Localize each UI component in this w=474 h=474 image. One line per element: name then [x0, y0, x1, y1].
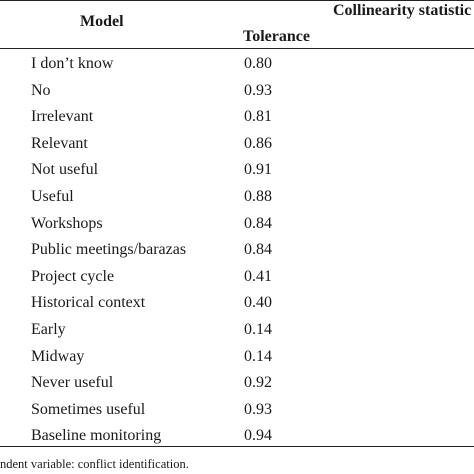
table-footnote: ndent variable: conflict identification.: [0, 457, 189, 471]
column-header-collinearity: Collinearity statistic: [333, 2, 472, 19]
table-row: Sometimes useful 0.93: [0, 398, 474, 425]
table-row: Never useful 0.92: [0, 371, 474, 398]
row-tolerance: 0.91: [244, 161, 272, 179]
row-label: Public meetings/barazas: [31, 241, 187, 259]
row-label: No: [31, 81, 51, 99]
row-label: Historical context: [31, 294, 146, 312]
row-tolerance: 0.92: [244, 374, 272, 392]
table-row: No 0.93: [0, 79, 474, 106]
row-label: Relevant: [31, 134, 88, 152]
row-label: Project cycle: [31, 267, 115, 285]
table-row: Public meetings/barazas 0.84: [0, 238, 474, 265]
row-tolerance: 0.86: [244, 134, 272, 152]
row-tolerance: 0.14: [244, 347, 272, 365]
table-row: Early 0.14: [0, 318, 474, 345]
table-row: Project cycle 0.41: [0, 265, 474, 292]
table-body: I don’t know 0.80 No 0.93 Irrelevant 0.8…: [0, 52, 474, 451]
table-row: I don’t know 0.80: [0, 52, 474, 79]
table-row: Baseline monitoring 0.94: [0, 424, 474, 451]
table-row: Historical context 0.40: [0, 291, 474, 318]
table-row: Useful 0.88: [0, 185, 474, 212]
row-label: Never useful: [31, 374, 114, 392]
row-label: Midway: [31, 347, 85, 365]
row-tolerance: 0.84: [244, 241, 272, 259]
row-label: Baseline monitoring: [31, 427, 162, 445]
row-tolerance: 0.93: [244, 81, 272, 99]
row-tolerance: 0.84: [244, 214, 272, 232]
table-top-rule: [0, 0, 474, 1]
table-row: Irrelevant 0.81: [0, 105, 474, 132]
row-tolerance: 0.80: [244, 55, 272, 72]
row-tolerance: 0.94: [244, 427, 272, 445]
row-label: Not useful: [31, 161, 99, 179]
row-tolerance: 0.93: [244, 400, 272, 418]
row-tolerance: 0.41: [244, 267, 272, 285]
row-tolerance: 0.81: [244, 108, 272, 126]
table-row: Workshops 0.84: [0, 212, 474, 239]
column-header-model: Model: [80, 13, 124, 30]
column-header-tolerance: Tolerance: [243, 28, 310, 45]
row-label: Irrelevant: [31, 108, 94, 126]
row-tolerance: 0.88: [244, 187, 272, 205]
table-bottom-rule: [0, 446, 474, 447]
row-label: Sometimes useful: [31, 400, 146, 418]
table-row: Midway 0.14: [0, 345, 474, 372]
row-label: I don’t know: [31, 55, 114, 72]
table-row: Not useful 0.91: [0, 158, 474, 185]
row-tolerance: 0.14: [244, 320, 272, 338]
table-header-rule: [0, 48, 474, 49]
row-label: Workshops: [31, 214, 103, 232]
row-label: Useful: [31, 187, 74, 205]
row-tolerance: 0.40: [244, 294, 272, 312]
row-label: Early: [31, 320, 66, 338]
table-row: Relevant 0.86: [0, 132, 474, 159]
